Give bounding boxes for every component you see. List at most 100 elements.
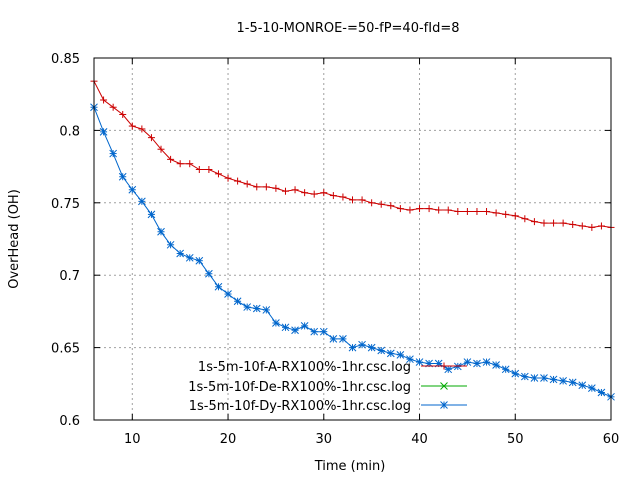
marker-stroke xyxy=(415,358,424,366)
axis-ticks: 10 20 30 40 50 60 0.6 0.65 0.7 0.75 0.8 0.85 xyxy=(51,52,619,447)
data-point xyxy=(511,212,519,220)
data-point xyxy=(550,219,558,227)
y-axis-label: OverHead (OH) xyxy=(7,189,22,289)
data-point xyxy=(166,240,175,249)
marker-stroke xyxy=(568,378,577,387)
marker-stroke xyxy=(463,358,472,366)
data-point xyxy=(138,197,146,206)
data-point xyxy=(118,172,127,181)
x-tick-label: 20 xyxy=(220,432,237,447)
x-tick-label: 10 xyxy=(124,432,141,447)
data-point xyxy=(99,127,108,136)
data-point xyxy=(463,207,471,215)
data-point xyxy=(396,205,404,213)
marker-stroke xyxy=(252,304,261,313)
data-point xyxy=(186,160,194,168)
data-point xyxy=(205,165,213,173)
data-point xyxy=(387,202,395,210)
marker-stroke xyxy=(272,319,280,327)
data-point xyxy=(597,388,606,397)
legend-item: 1s-5m-10f-De-RX100%-1hr.csc.log xyxy=(188,380,467,395)
series-line xyxy=(93,80,612,228)
marker-stroke xyxy=(377,346,386,355)
x-tick-label: 30 xyxy=(316,432,333,447)
marker-stroke xyxy=(329,335,338,343)
marker-stroke xyxy=(319,327,328,336)
data-point xyxy=(587,384,596,392)
marker-stroke xyxy=(501,365,510,374)
marker-stroke xyxy=(406,355,414,364)
data-point xyxy=(147,134,155,142)
data-point xyxy=(272,184,280,192)
data-point xyxy=(492,209,500,217)
marker-stroke xyxy=(444,365,453,374)
data-point xyxy=(339,193,347,201)
data-point xyxy=(128,185,137,194)
data-point xyxy=(396,350,405,359)
legend: 1s-5m-10f-A-RX100%-1hr.csc.log 1s-5m-10f-… xyxy=(188,360,467,414)
marker-stroke xyxy=(99,127,108,136)
x-tick-label: 60 xyxy=(603,432,620,447)
data-point xyxy=(578,222,586,230)
data-point xyxy=(301,189,309,197)
marker-stroke xyxy=(166,240,175,249)
data-point xyxy=(463,358,472,366)
data-point xyxy=(569,221,577,229)
marker-stroke xyxy=(185,253,194,262)
data-point xyxy=(157,227,165,236)
data-point xyxy=(440,382,448,390)
data-point xyxy=(444,365,453,374)
data-point xyxy=(540,219,548,227)
data-point xyxy=(214,170,222,178)
marker-stroke xyxy=(440,382,448,390)
data-point xyxy=(233,297,242,306)
data-point xyxy=(473,207,481,215)
marker-stroke xyxy=(224,290,232,298)
marker-stroke xyxy=(348,343,357,352)
data-point xyxy=(109,103,117,111)
data-point xyxy=(358,196,366,204)
y-tick-label: 0.8 xyxy=(59,124,80,139)
marker-stroke xyxy=(511,369,520,378)
data-point xyxy=(597,222,605,230)
data-point xyxy=(272,319,280,327)
data-point xyxy=(377,200,385,208)
data-point xyxy=(128,122,136,130)
data-point xyxy=(253,183,261,191)
marker-stroke xyxy=(300,322,309,330)
data-point xyxy=(444,206,452,214)
data-point xyxy=(320,189,328,197)
marker-stroke xyxy=(195,256,204,265)
x-tick-label: 50 xyxy=(507,432,524,447)
data-point xyxy=(281,323,290,332)
data-point xyxy=(262,183,270,191)
data-point xyxy=(100,96,108,104)
series-group xyxy=(90,77,615,231)
data-point xyxy=(588,223,596,231)
marker-stroke xyxy=(109,149,118,158)
legend-item: 1s-5m-10f-Dy-RX100%-1hr.csc.log xyxy=(189,399,467,414)
data-point xyxy=(530,218,538,226)
data-point xyxy=(138,125,146,133)
data-point xyxy=(214,282,223,291)
marker-stroke xyxy=(339,335,347,343)
data-point xyxy=(377,346,386,355)
marker-stroke xyxy=(386,349,395,358)
legend-label: 1s-5m-10f-Dy-RX100%-1hr.csc.log xyxy=(189,399,411,414)
data-point xyxy=(492,361,500,369)
marker-stroke xyxy=(367,343,376,352)
marker-stroke xyxy=(358,340,366,349)
data-point xyxy=(511,369,520,378)
data-point xyxy=(195,256,204,265)
data-point xyxy=(440,401,448,409)
legend-item: 1s-5m-10f-A-RX100%-1hr.csc.log xyxy=(198,360,467,375)
legend-label: 1s-5m-10f-A-RX100%-1hr.csc.log xyxy=(198,360,411,375)
y-tick-label: 0.85 xyxy=(51,52,80,67)
data-point xyxy=(319,327,328,336)
marker-stroke xyxy=(578,381,587,390)
data-point xyxy=(329,192,337,200)
data-point xyxy=(358,340,366,349)
series-line xyxy=(93,107,612,398)
marker-stroke xyxy=(587,384,596,392)
marker-stroke xyxy=(205,269,213,278)
